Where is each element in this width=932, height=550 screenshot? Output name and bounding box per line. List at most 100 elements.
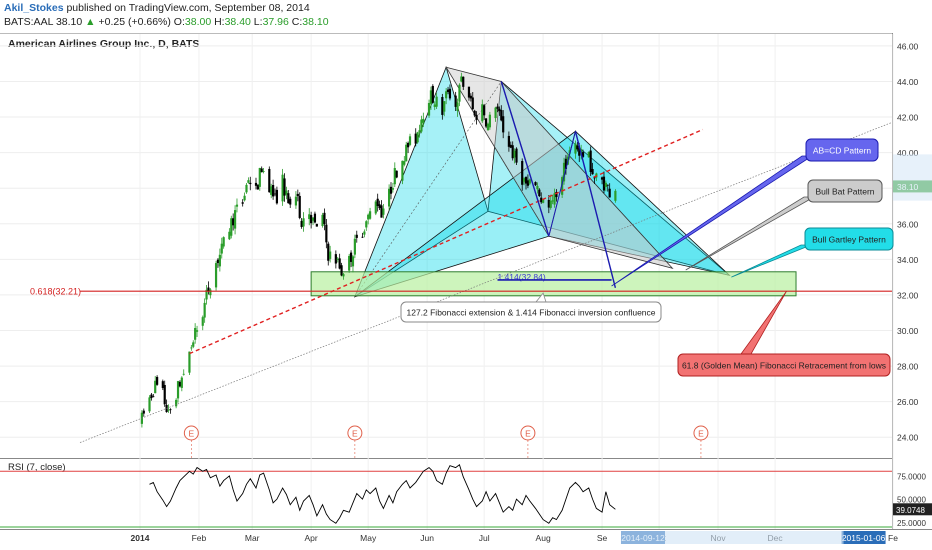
earnings-marker-label: E — [525, 429, 531, 439]
abcd-leg-ab — [500, 81, 550, 237]
candle-body — [192, 342, 195, 347]
candle-body — [188, 351, 191, 373]
callout-text: Bull Gartley Pattern — [812, 235, 886, 245]
price-tick-label: 44.00 — [897, 77, 919, 87]
candle-body — [156, 376, 159, 385]
candle-body — [321, 214, 324, 226]
candle-body — [401, 160, 404, 181]
candle-body — [296, 193, 299, 197]
chart-header: Akil_Stokes published on TradingView.com… — [0, 0, 932, 32]
candle-body — [405, 144, 408, 162]
last-price: 38.10 — [55, 16, 83, 28]
candle-body — [414, 133, 417, 144]
candle-body — [536, 185, 539, 190]
candle-body — [378, 204, 381, 209]
time-axis-ticks: 2014FebMarAprMayJunJulAugSeOctNovDecFe20… — [131, 531, 898, 544]
gartley-xab-triangle — [354, 66, 489, 298]
candle-body — [395, 170, 398, 178]
candle-body — [268, 168, 271, 193]
price-range-band — [893, 154, 932, 201]
candle-body — [614, 190, 617, 201]
price-tick-label: 26.00 — [897, 397, 919, 407]
candle-body — [176, 381, 180, 399]
candle-body — [298, 195, 301, 218]
candle-body — [241, 202, 244, 204]
candle-body — [201, 317, 204, 326]
candle-body — [521, 160, 524, 185]
time-tick-label: Aug — [536, 533, 551, 543]
candle-body — [578, 148, 581, 156]
candle-body — [374, 201, 377, 214]
candle-body — [260, 168, 263, 173]
callout-box — [677, 353, 891, 377]
harmonic-patterns: 1.414(32.84) — [310, 66, 797, 298]
price-tick-label: 30.00 — [897, 326, 919, 336]
candle-body — [509, 144, 512, 148]
candle-body — [445, 91, 448, 99]
candle-body — [230, 218, 233, 236]
candle-body — [222, 237, 225, 247]
candle-body — [243, 195, 246, 201]
candle-body — [534, 182, 537, 186]
pattern-guide-line — [445, 67, 550, 237]
candle-body — [576, 145, 579, 150]
callout-box — [805, 138, 879, 162]
rsi-tick-label: 50.0000 — [897, 496, 926, 505]
candle-body — [475, 114, 478, 120]
candle-body — [407, 142, 410, 148]
high-value: 38.40 — [224, 16, 251, 28]
prz-zone — [310, 271, 797, 297]
candle-body — [228, 231, 231, 240]
candle-body — [163, 384, 166, 405]
candle-body — [300, 220, 303, 227]
candle-body — [194, 328, 197, 340]
candle-body — [182, 373, 185, 375]
candle-body — [408, 136, 412, 145]
candle-body — [325, 224, 328, 243]
candle-body — [555, 191, 558, 198]
candle-body — [542, 199, 545, 203]
candle-body — [403, 161, 406, 165]
candle-body — [195, 330, 199, 332]
candle-body — [380, 205, 383, 218]
time-tick-label: May — [360, 533, 377, 543]
candle-body — [486, 123, 490, 131]
candle-body — [462, 76, 465, 87]
candle-body — [232, 218, 235, 226]
candle-body — [606, 184, 609, 186]
candle-body — [574, 143, 577, 154]
candle-body — [391, 188, 395, 190]
candle-body — [581, 152, 585, 157]
price-tick-label: 42.00 — [897, 113, 919, 123]
candle-body — [551, 200, 554, 202]
candle-body — [353, 238, 356, 255]
candle-body — [329, 251, 332, 259]
author-link[interactable]: Akil_Stokes — [4, 2, 64, 14]
close-value: 38.10 — [302, 16, 329, 28]
candle-body — [418, 130, 421, 133]
candle-body — [175, 399, 178, 407]
candle-body — [167, 409, 170, 411]
symbol-label[interactable]: BATS:AAL — [4, 16, 54, 28]
candle-body — [431, 85, 434, 103]
candle-body — [169, 409, 172, 411]
candle-body — [376, 198, 379, 206]
candle-body — [315, 223, 318, 227]
callout-box — [807, 179, 883, 203]
candle-body — [342, 274, 345, 277]
candle-body — [205, 289, 208, 300]
time-tick-label: Fe — [888, 533, 898, 543]
candle-body — [270, 186, 273, 195]
candle-body — [355, 234, 358, 238]
candle-body — [334, 254, 337, 264]
candle-body — [142, 410, 145, 414]
candle-body — [382, 208, 385, 215]
candle-body — [154, 380, 157, 394]
candle-body — [308, 214, 311, 220]
abcd-leg-cd — [574, 131, 617, 288]
candle-body — [275, 189, 279, 204]
candle-body — [148, 397, 151, 412]
candle-body — [249, 182, 252, 185]
